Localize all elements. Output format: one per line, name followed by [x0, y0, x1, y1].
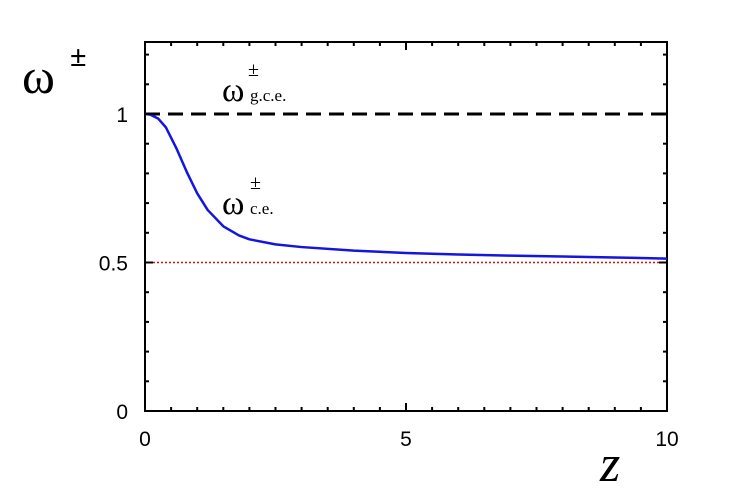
annotation-ce: ω ± c.e. [222, 172, 274, 222]
axis-ticks [144, 42, 668, 412]
curve-line [144, 112, 668, 260]
annotation-gce-base: ω [222, 72, 244, 109]
annotation-ce-sup: ± [250, 172, 261, 194]
curves [144, 112, 668, 260]
annotation-ce-sub: c.e. [250, 199, 274, 218]
y-tick-label: 0.5 [99, 253, 128, 276]
annotation-gce-sup: ± [248, 59, 259, 81]
y-axis-label-sup: ± [70, 40, 86, 73]
y-axis-label-base: ω [22, 48, 55, 104]
x-axis-label: z [599, 436, 620, 493]
x-tick-label: 5 [400, 428, 412, 451]
y-axis-label: ω ± [22, 40, 86, 104]
annotation-gce-sub: g.c.e. [250, 86, 286, 105]
tick-labels: 0 5 10 0 0.5 1 [99, 104, 679, 451]
y-tick-label: 1 [116, 104, 128, 127]
y-tick-label: 0 [116, 401, 128, 424]
x-tick-label: 0 [139, 428, 151, 451]
reference-lines [145, 112, 667, 264]
annotation-ce-base: ω [222, 185, 244, 222]
annotation-gce: ω ± g.c.e. [222, 59, 286, 109]
x-tick-label: 10 [655, 428, 678, 451]
